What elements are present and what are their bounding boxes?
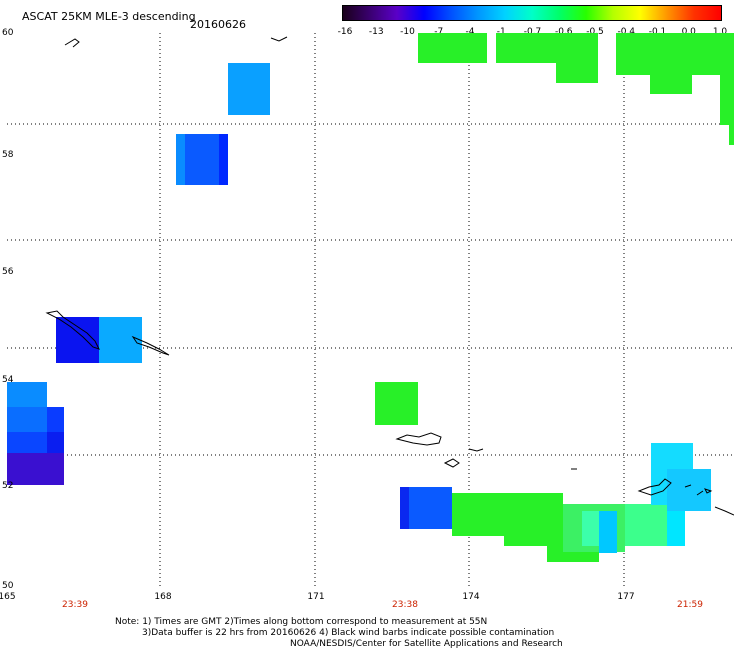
lat-label: 50 — [2, 581, 14, 591]
data-cell — [720, 75, 730, 125]
data-cell — [582, 511, 602, 546]
data-cell — [47, 407, 64, 432]
coastline-islets — [684, 484, 713, 496]
lon-label: 171 — [307, 592, 325, 602]
data-cell — [418, 33, 487, 63]
data-cell — [729, 75, 734, 145]
color-scale-label: -0.6 — [554, 27, 573, 37]
lon-label: 168 — [154, 592, 172, 602]
data-cell — [56, 317, 99, 363]
color-scale-label: -0.4 — [617, 27, 636, 37]
data-cell — [650, 75, 692, 94]
lat-label: 52 — [2, 481, 14, 491]
coastline-amchitka — [714, 506, 734, 516]
data-cell — [496, 33, 598, 63]
color-scale-label: -7 — [434, 27, 444, 37]
lat-lon-grid — [7, 33, 734, 587]
color-scale-label: -13 — [368, 27, 384, 37]
data-cell — [219, 134, 228, 185]
color-scale-label: -4 — [465, 27, 475, 37]
coastline-kamchatka — [64, 38, 80, 48]
note-line-2: 3)Data buffer is 22 hrs from 20160626 4)… — [142, 628, 555, 638]
color-scale-label: -0.1 — [648, 27, 667, 37]
data-cell — [7, 432, 47, 453]
lat-label: 56 — [2, 267, 14, 277]
data-cell — [504, 536, 563, 546]
data-cell — [7, 382, 47, 407]
data-cell — [599, 511, 617, 553]
map-plot-area — [7, 33, 734, 587]
time-label: 23:39 — [62, 600, 88, 610]
lon-label: 174 — [462, 592, 480, 602]
lon-label: 165 — [0, 592, 16, 602]
coastline-semichi — [468, 448, 484, 452]
color-scale-label: 0.0 — [681, 27, 696, 37]
color-scale-label: -10 — [400, 27, 415, 37]
color-scale-label: -0.5 — [586, 27, 604, 37]
data-cell — [228, 63, 270, 115]
coastlines — [45, 36, 734, 516]
lat-label: 58 — [2, 150, 14, 160]
time-label: 21:59 — [677, 600, 703, 610]
coastline-rat-islands — [637, 478, 672, 496]
data-cell — [667, 469, 711, 511]
color-scale-label: 1.0 — [712, 27, 728, 37]
coastline-attu — [395, 432, 442, 446]
data-cell — [616, 33, 734, 75]
note-line-1: Note: 1) Times are GMT 2)Times along bot… — [115, 617, 488, 627]
coastline-bering-island — [45, 310, 100, 350]
note-line-3: NOAA/NESDIS/Center for Satellite Applica… — [290, 639, 563, 649]
map-svg — [7, 33, 734, 587]
data-cell — [7, 453, 64, 485]
data-cell — [7, 407, 47, 432]
color-scale-label: -1 — [496, 27, 506, 37]
map-title: ASCAT 25KM MLE-3 descending — [22, 10, 196, 23]
map-date: 20160626 — [190, 18, 246, 31]
color-scale-label: -0.7 — [523, 27, 542, 37]
data-cell — [375, 382, 418, 425]
lon-label: 177 — [617, 592, 635, 602]
coastline-agattu — [443, 458, 460, 468]
lat-label: 60 — [2, 28, 14, 38]
coastline-north — [270, 36, 288, 42]
data-cell — [667, 504, 685, 546]
data-cell — [176, 134, 185, 185]
data-cell — [452, 493, 563, 536]
wind-data-cells — [7, 33, 734, 562]
data-cell — [556, 63, 598, 83]
data-cell — [400, 487, 409, 529]
lat-label: 54 — [2, 375, 14, 385]
time-label: 23:38 — [392, 600, 418, 610]
data-cell — [625, 504, 667, 546]
data-cell — [47, 432, 64, 453]
color-scale-bar — [342, 5, 722, 21]
coastline-medny-island — [131, 335, 170, 356]
color-scale-label: -16 — [337, 27, 353, 37]
